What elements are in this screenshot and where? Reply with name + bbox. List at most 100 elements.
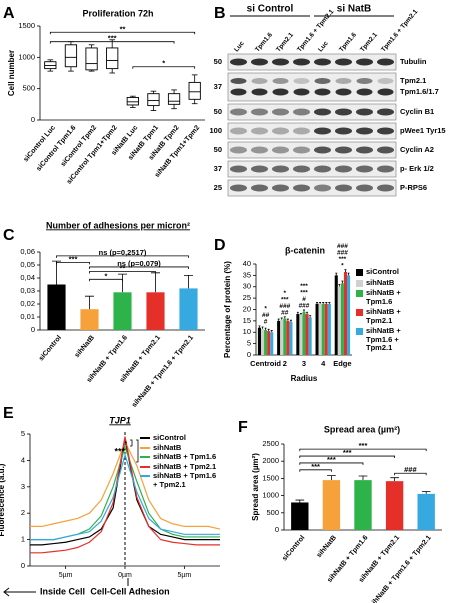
blot-band [230,127,247,135]
blot-band [272,184,289,192]
blot-band [335,146,352,154]
bar [385,481,404,530]
bar [291,502,309,530]
legend-entry: siControl [140,433,230,443]
x-tick-label: sihNatB + Tpm1.6 + Tpm2.1 [131,334,195,409]
error-bar [421,491,431,494]
legend-swatch [356,279,363,287]
significance-bracket [49,41,175,44]
blot-band [230,108,247,116]
protein-label: pWee1 Tyr15 [400,126,446,135]
y-tick-label: 35 [243,270,251,279]
y-tick-label: 0,03 [20,286,35,295]
error-bar [258,325,261,328]
blot-band [314,78,331,84]
blot-strip [227,122,397,140]
legend-entry: sihNatB [140,443,230,453]
panel-letter: E [3,405,14,422]
legend-swatch [356,290,363,297]
blot-band [356,88,373,96]
blot-band [230,165,247,173]
y-tick-label: 0,06 [20,247,35,256]
panel-letter: F [238,419,248,436]
blot-band [377,184,394,192]
error-bar [335,272,338,276]
panel-letter: D [214,237,226,254]
lane-label: Tpm2.1 [359,31,379,53]
y-tick-label: 3 [21,482,25,491]
error-bar [117,273,128,293]
y-tick-label: 0 [247,350,251,359]
error-bar [322,302,325,304]
blot-strip [227,179,397,197]
legend-swatch [140,465,150,468]
bar [302,311,306,355]
blot-band [230,146,247,154]
box [147,93,160,107]
blot-band [335,78,352,84]
bar [321,303,325,355]
significance-bracket [56,255,189,258]
x-tick-label: sihNatB + Tpm1.6 + Tpm2.1 [369,534,433,603]
significance-label: ### [337,243,348,250]
y-axis-label: Spread area (µm²) [251,453,260,521]
error-bar [270,330,273,333]
bar [340,283,344,355]
blot-band [272,108,289,116]
box [167,93,181,105]
legend-entry: siControl [356,267,448,277]
box [188,81,201,100]
y-tick-label: 40 [243,259,251,268]
box [126,96,139,106]
chart-title: Spread area (µm²) [324,424,400,434]
x-tick-label: siControl [281,534,306,562]
protein-label: Tpm2.1 [400,76,426,85]
error-bar [295,499,305,503]
blot-band [335,127,352,135]
y-tick-label: 1500 [18,21,35,30]
y-tick-label: 500 [22,84,35,93]
group-header: si NatB [337,4,371,15]
x-tick-label: Centroid [250,359,281,368]
y-tick-label: 5 [21,429,25,438]
significance-label: *** [327,455,336,464]
x-axis-label: Radius [291,374,318,383]
y-tick-label: 5 [247,339,251,348]
legend-entry: sihNatB + Tpm1.6 + Tpm2.1 [356,326,448,353]
box [64,44,78,68]
blot-band [356,127,373,135]
error-bar [51,260,62,285]
panel-letter: A [3,5,15,22]
blot-band [272,127,289,135]
blot-band [293,88,310,96]
chart-title: Number of adhesions per micron² [46,220,190,230]
y-tick-label: 0,05 [20,260,35,269]
protein-label: Cyclin B1 [400,107,434,116]
bar [324,303,328,355]
error-bar [338,284,341,287]
chart-title: β-catenin [285,245,325,255]
blot-band [377,127,394,135]
significance-label: # [302,296,306,303]
legend-swatch [140,456,150,458]
protein-label: Tubulin [400,57,427,66]
error-bar [280,317,283,320]
y-tick-label: 500 [266,508,279,517]
error-bar [296,311,299,315]
significance-label: * [105,271,108,280]
x-tick-label: 5µm [177,572,191,579]
significance-label: ## [262,312,270,319]
significance-label: # [264,319,268,326]
legend-label: sihNatB [366,277,395,287]
mw-marker: 25 [214,183,222,192]
y-tick-label: 4 [21,455,25,464]
x-tick-label: 4 [321,359,326,368]
legend-swatch [140,446,150,449]
significance-label: *** [343,448,352,457]
bar [257,327,261,355]
blot-band [272,78,289,84]
blot-strip [227,72,397,102]
error-bar [328,302,331,304]
blot-band [293,58,310,66]
